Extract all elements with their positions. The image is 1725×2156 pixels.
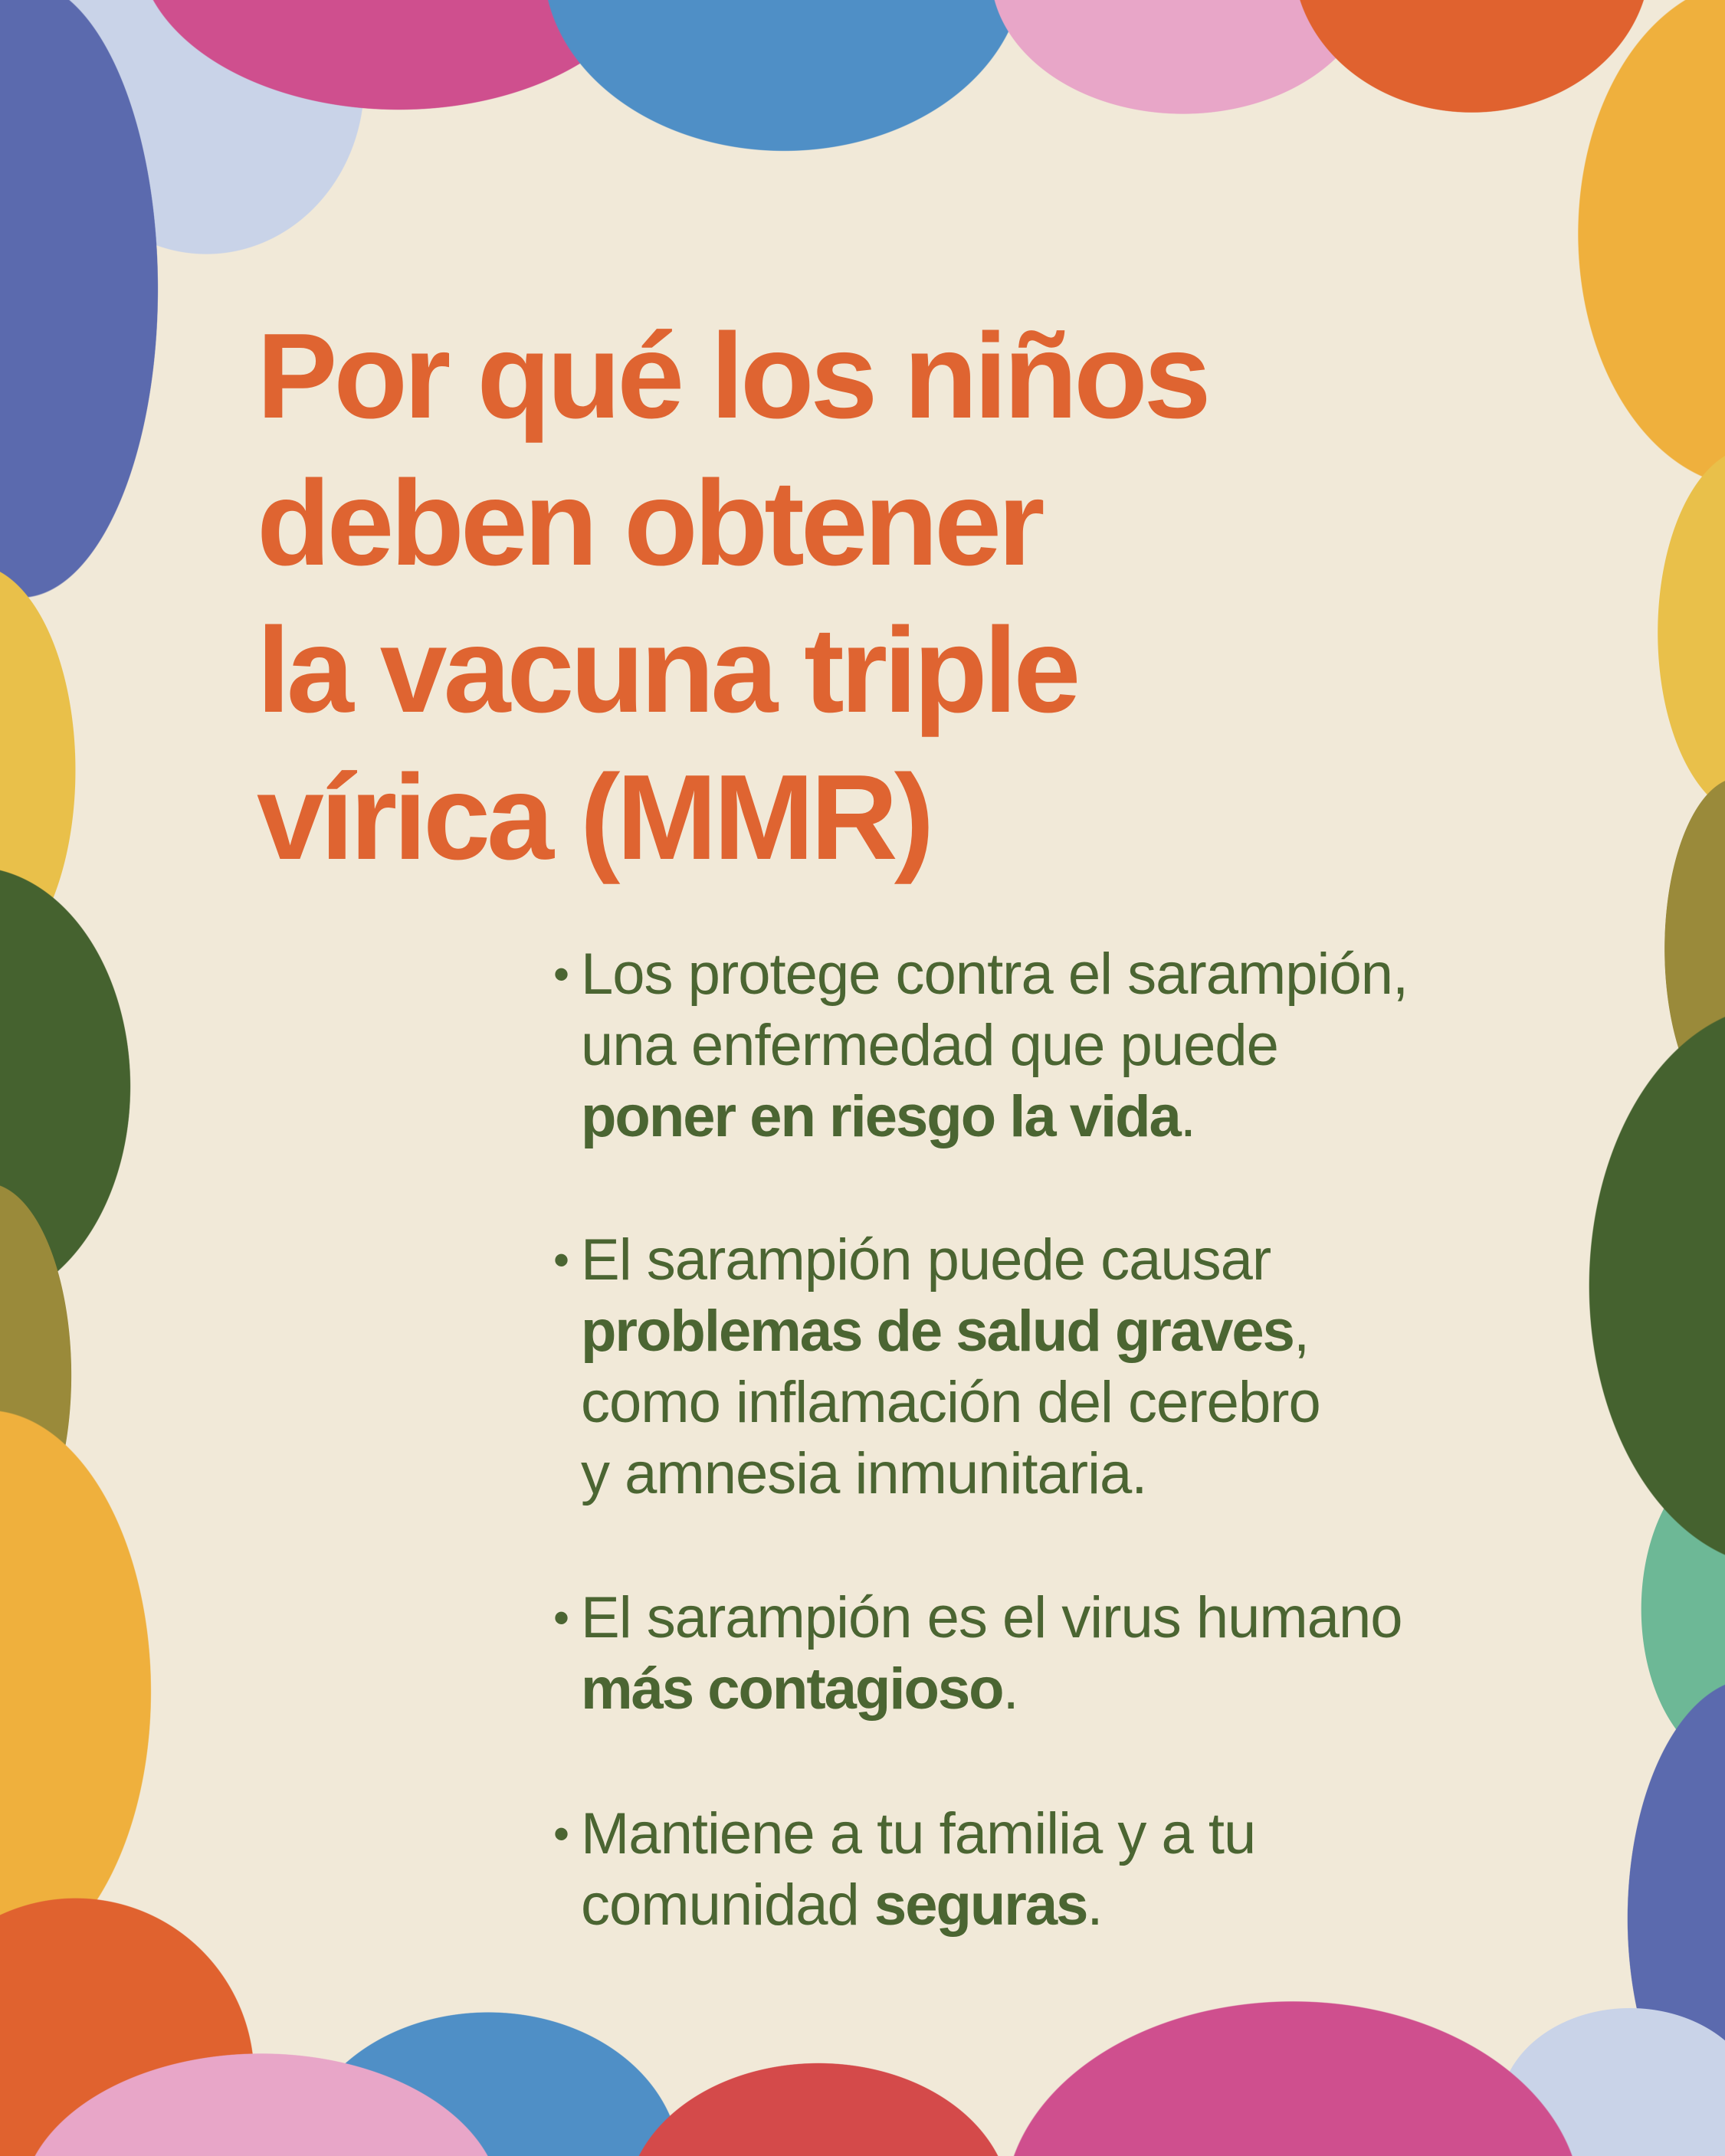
bullet-item: • El sarampión es el virus humano más cont… [553, 1582, 1403, 1725]
bullet-dot-icon: • [553, 1592, 569, 1643]
bullet-text: Los protege contra el sarampión, [581, 942, 1409, 1007]
bullet-text: . [1179, 1084, 1196, 1149]
bullet-line: y amnesia inmunitaria. [581, 1438, 1320, 1509]
bullet-line: poner en riesgo la vida. [581, 1081, 1408, 1152]
bullet-item: • Mantiene a tu familia y a tu comunidad s… [553, 1798, 1256, 1941]
bullet-text: como inflamación del cerebro [581, 1370, 1321, 1435]
bullet-text: El sarampión es el virus humano [581, 1585, 1403, 1650]
bullet-dot-icon: • [553, 949, 569, 1000]
page-title: Por qué los niños deben obtener la vacun… [257, 303, 1212, 891]
bullet-line: comunidad seguras. [581, 1869, 1255, 1941]
bullet-line: El sarampión puede causar [581, 1224, 1320, 1296]
bullet-text: comunidad [581, 1873, 874, 1938]
bullet-emphasis: poner en riesgo la vida [581, 1084, 1182, 1149]
bullet-text: El sarampión puede causar [581, 1227, 1271, 1293]
title-line: la vacuna triple [257, 603, 1081, 738]
bullet-line: más contagioso. [581, 1653, 1402, 1725]
title-line: vírica (MMR) [257, 750, 934, 885]
bullet-emphasis: problemas de salud graves [581, 1299, 1295, 1364]
bullet-line: Los protege contra el sarampión, [581, 939, 1409, 1010]
bullet-item: • Los protege contra el sarampión, una enf… [553, 939, 1409, 1152]
title-line: deben obtener [257, 456, 1045, 591]
bullet-dot-icon: • [553, 1808, 569, 1859]
bullet-line: una enfermedad que puede [581, 1010, 1408, 1081]
title-line: Por qué los niños [257, 309, 1212, 444]
bullet-text: y amnesia inmunitaria. [581, 1441, 1147, 1506]
bullet-text: , [1293, 1299, 1310, 1364]
bullet-line: como inflamación del cerebro [581, 1367, 1321, 1438]
bullet-text: Mantiene a tu familia y a tu [581, 1801, 1256, 1866]
bullet-emphasis: más contagioso [581, 1656, 1005, 1722]
bullet-text: . [1087, 1873, 1103, 1938]
bullet-text: una enfermedad que puede [581, 1013, 1279, 1078]
bullet-emphasis: seguras [874, 1873, 1088, 1938]
bullet-line: Mantiene a tu familia y a tu [581, 1798, 1256, 1869]
bullet-text: . [1002, 1656, 1019, 1722]
bullet-line: El sarampión es el virus humano [581, 1582, 1403, 1653]
bullet-dot-icon: • [553, 1234, 569, 1286]
bullet-item: • El sarampión puede causar problemas de s… [553, 1224, 1321, 1509]
bullet-line: problemas de salud graves, [581, 1296, 1320, 1367]
